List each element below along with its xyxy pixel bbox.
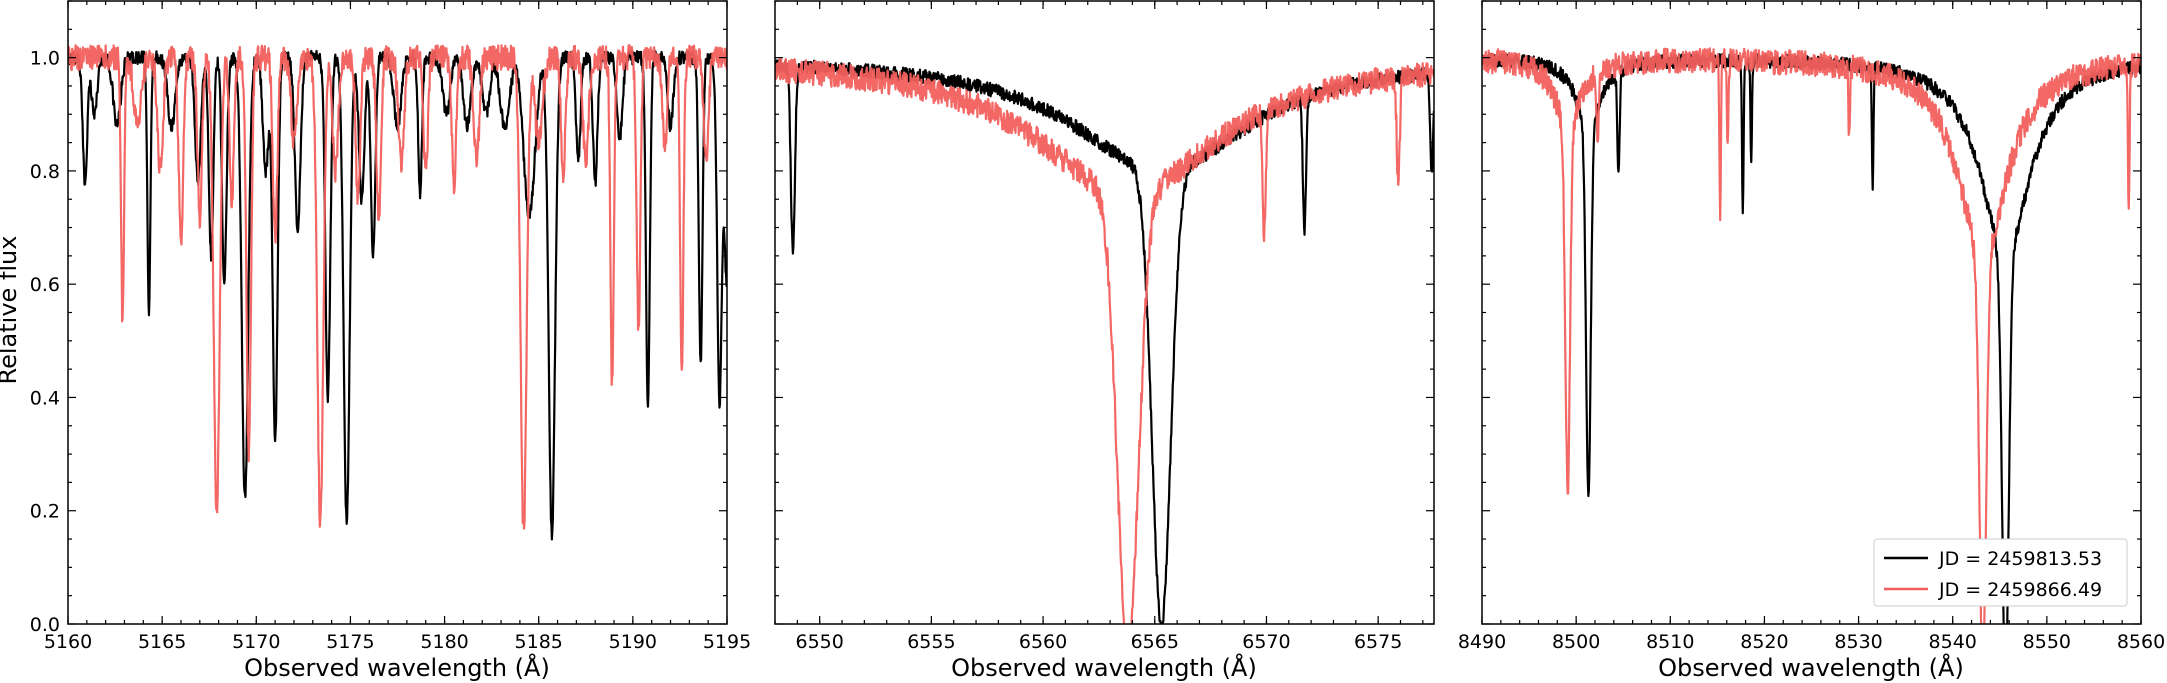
x-tick-label-left: 5180 xyxy=(420,631,468,653)
y-tick-label: 1.0 xyxy=(30,48,60,70)
x-tick-label-right: 8510 xyxy=(1646,631,1694,653)
x-tick-label-middle: 6560 xyxy=(1019,631,1067,653)
x-tick-label-left: 5165 xyxy=(138,631,186,653)
x-tick-label-middle: 6565 xyxy=(1131,631,1179,653)
x-tick-label-right: 8520 xyxy=(1740,631,1788,653)
panel-left: 5160 5165 5170 5175 5180 5185 5190 51950.00.20.… xyxy=(30,1,751,653)
series-line-middle-jd-2459813 xyxy=(775,59,1434,630)
x-tick-label-middle: 6570 xyxy=(1242,631,1290,653)
y-tick-label: 0.0 xyxy=(30,614,60,636)
y-axis-label: Relative flux xyxy=(0,236,22,385)
legend-label-jd-2459813: JD = 2459813.53 xyxy=(1938,548,2102,570)
x-tick-label-right: 8490 xyxy=(1458,631,1506,653)
plot-area-middle xyxy=(775,59,1434,652)
x-tick-label-left: 5195 xyxy=(703,631,751,653)
legend-label-jd-2459866: JD = 2459866.49 xyxy=(1938,579,2102,601)
y-tick-label: 0.2 xyxy=(30,501,60,523)
x-tick-label-middle: 6555 xyxy=(907,631,955,653)
legend: JD = 2459813.53 JD = 2459866.49 xyxy=(1874,539,2127,606)
x-tick-label-right: 8530 xyxy=(1834,631,1882,653)
x-axis-label-middle: Observed wavelength (Å) xyxy=(951,653,1257,682)
x-tick-label-middle: 6575 xyxy=(1354,631,1402,653)
x-tick-label-left: 5175 xyxy=(326,631,374,653)
x-tick-label-right: 8500 xyxy=(1552,631,1600,653)
x-axis-label-right: Observed wavelength (Å) xyxy=(1658,653,1964,682)
x-tick-label-left: 5190 xyxy=(609,631,657,653)
x-axis-label-left: Observed wavelength (Å) xyxy=(244,653,550,682)
y-tick-label: 0.4 xyxy=(30,387,60,409)
y-tick-label: 0.8 xyxy=(30,161,60,183)
plot-area-left xyxy=(68,45,727,539)
x-tick-label-right: 8540 xyxy=(1929,631,1977,653)
y-tick-label: 0.6 xyxy=(30,274,60,296)
x-tick-label-right: 8560 xyxy=(2117,631,2165,653)
x-tick-label-left: 5185 xyxy=(515,631,563,653)
x-tick-label-right: 8550 xyxy=(2023,631,2071,653)
series-line-left-jd-2459866 xyxy=(68,45,727,528)
panel-middle: 6550 6555 6560 6565 6570 6575 xyxy=(775,1,1434,653)
x-tick-label-middle: 6550 xyxy=(795,631,843,653)
x-tick-label-left: 5170 xyxy=(232,631,280,653)
